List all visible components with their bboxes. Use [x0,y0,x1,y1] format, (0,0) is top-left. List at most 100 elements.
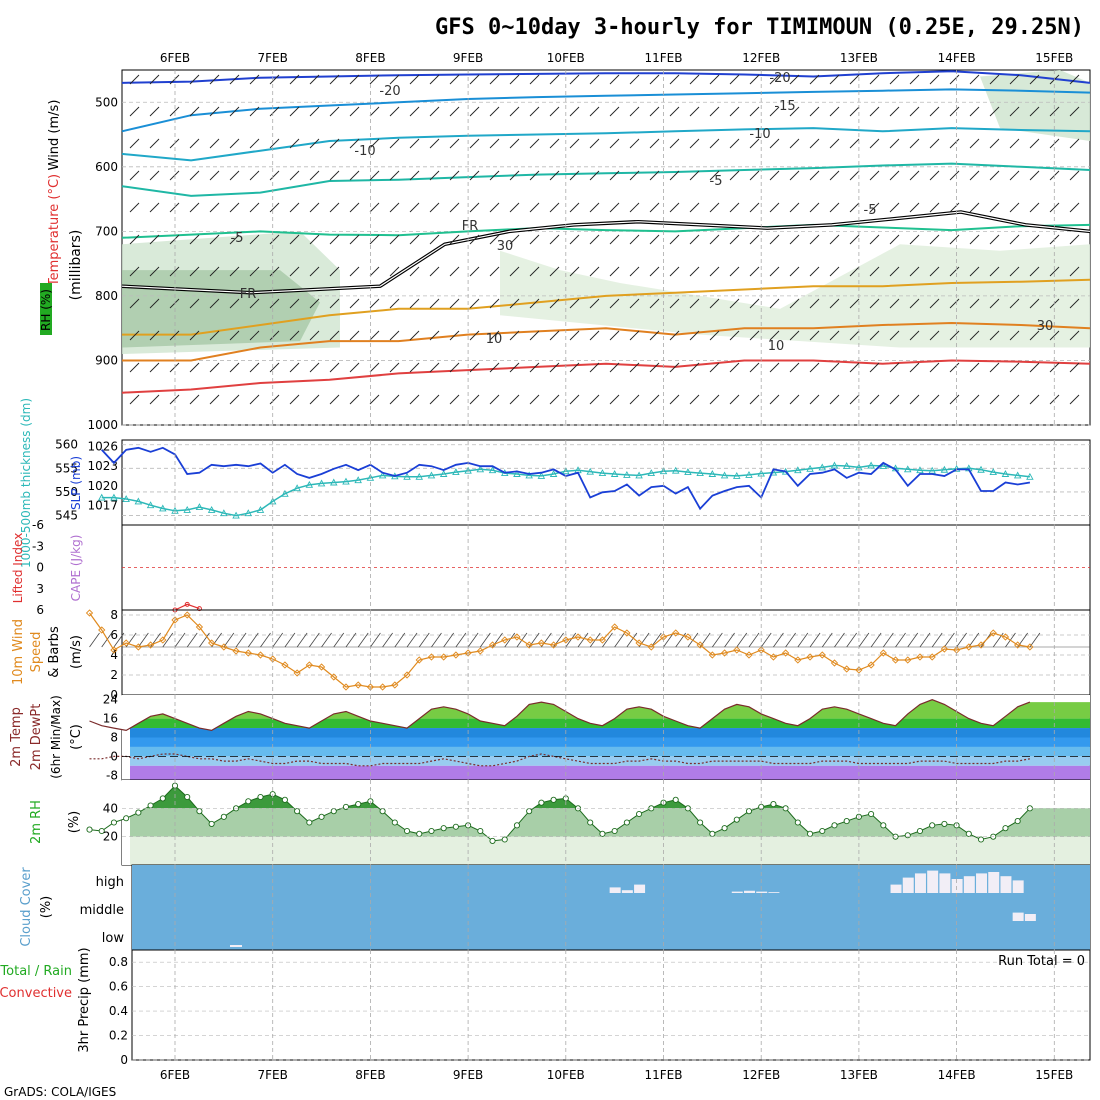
wind-barb [609,106,620,117]
wind-barb [889,266,900,277]
rh-point [147,802,154,809]
wind-barb [889,74,900,85]
wind-barb [249,394,260,405]
wind-barb [369,330,380,341]
wind-barb [949,170,960,181]
wind-barb [1009,362,1020,373]
temp-2m-panel: 24 16 8 0 -8 2m Temp 2m DewPt (6hr Min/Max) (°C) [9,693,1091,782]
wind-barb [229,330,240,341]
wind-speed-point [378,683,387,691]
wind-barb-10m [944,632,955,648]
wind-barb [329,202,340,213]
wind-barb [289,138,300,149]
wind-barb [989,298,1000,309]
isotherm-line [122,278,1091,336]
wind-barb-10m [333,632,345,648]
wind-speed-point [501,636,509,644]
wind-barb [689,106,700,117]
wind-barb [369,298,380,309]
rh-point [697,819,704,826]
wind-barb [929,170,940,181]
wind-barb [369,138,380,149]
wind-barb [149,106,160,117]
wind-barb [289,170,300,181]
thickness-point [1013,471,1022,479]
thickness-point [452,468,460,476]
wind-barb [609,234,620,245]
wind-barb [749,170,760,181]
wind-barb [509,234,520,245]
cloud-cell [1000,876,1012,893]
wind-barb [669,170,680,181]
wind-10m-panel: 8 6 4 2 0 10m Wind Speed & Barbs (m/s) [11,608,1091,702]
wind-barb [469,298,480,309]
temp-tick-label: 8 [110,731,118,745]
wind-barb [369,74,380,85]
isotherm-line [121,223,1091,239]
contour-label: -10 [749,127,770,142]
wind-barb-10m [443,632,455,648]
day-label-top: 6FEB [160,51,190,65]
wind-speed-point [1014,641,1022,649]
wind-barb-10m [724,632,735,648]
wind-barb [649,170,660,181]
rh-mask-left [122,780,130,865]
day-label-top: 8FEB [355,51,385,65]
wind-barb [349,298,360,309]
axis-label-wind10m: 10m Wind [11,619,26,685]
wind-barb [1009,202,1020,213]
thickness-point [537,471,546,479]
rh-point [391,819,398,826]
wind-barb [1009,170,1020,181]
day-label-top: 9FEB [453,51,483,65]
wind-barb [1029,74,1040,85]
wind-barb [809,330,820,341]
wind-barb [769,394,780,405]
wind-barb [509,170,520,181]
wind-barb [809,170,820,181]
wind-barb [649,394,660,405]
wind-barb [1069,266,1080,277]
wind-barb [1029,330,1040,341]
wind-barb [169,202,180,213]
thickness-point [293,484,301,492]
wind-barb [949,330,960,341]
wind-barb [129,138,140,149]
wind-speed-point [794,656,802,664]
wind-barb [329,362,340,373]
rh-point [819,827,826,835]
wind-barb [989,362,1000,373]
wind-barb [769,170,780,181]
wind-barb [949,362,960,373]
wind-barb [809,266,820,277]
thickness-point [415,472,424,480]
wind-barb [429,298,440,309]
wind-barb [469,138,480,149]
wind-barb [1029,266,1040,277]
wind-barb [449,362,460,373]
wind-barb [489,170,500,181]
wind-barb [609,170,620,181]
wind-barb [929,74,940,85]
wind-barb [229,138,240,149]
wind-barb [269,266,280,277]
wind-barb [329,138,340,149]
wind-barb [489,394,500,405]
wind-barb [289,74,300,85]
wind-tick-label: 0 [110,688,118,702]
wind-barb-10m [321,632,332,648]
wind-barb [549,170,560,181]
wind-barb [749,234,760,245]
wind-barb [929,138,940,149]
thickness-point [745,471,753,478]
freezing-level-inner [121,211,1091,294]
wind-barb-10m [895,632,906,648]
wind-barb [549,298,560,309]
cloud-cell [634,884,646,893]
wind-barb [269,138,280,149]
wind-barb [849,106,860,117]
rh-point [929,822,936,829]
wind-barb [729,106,740,117]
cloud-cell [1024,914,1036,921]
wind-barb [969,362,980,373]
